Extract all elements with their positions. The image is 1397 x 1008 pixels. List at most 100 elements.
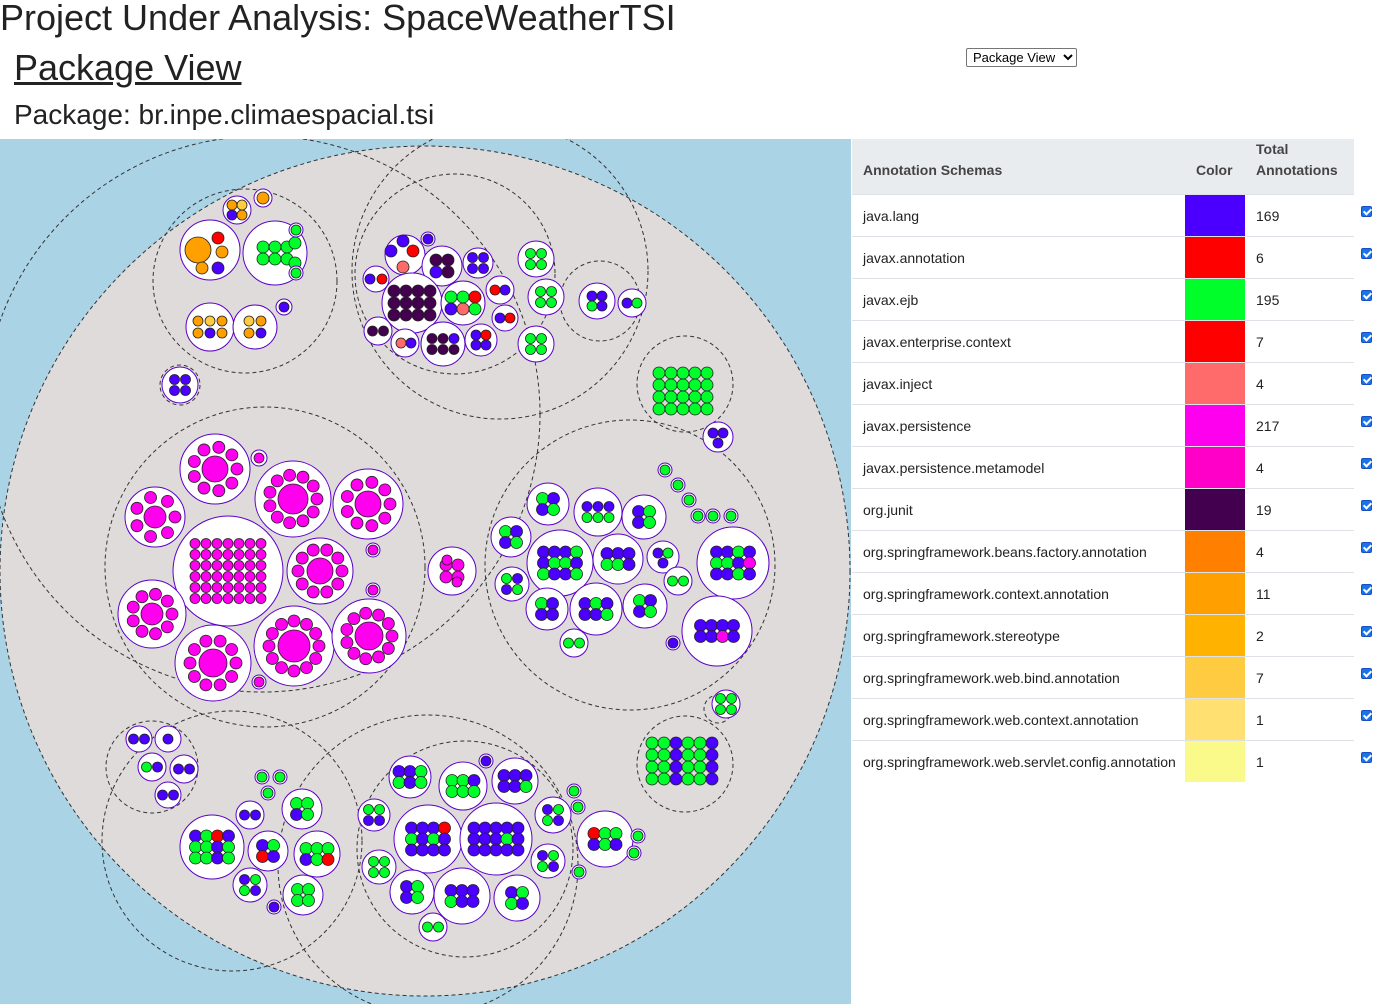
annotation-dot[interactable] (705, 748, 719, 762)
annotation-dot[interactable] (414, 776, 428, 789)
annotation-dot[interactable] (667, 575, 678, 587)
schema-visibility-checkbox[interactable] (1361, 626, 1372, 637)
annotation-dot[interactable] (141, 761, 152, 773)
annotation-dot[interactable] (574, 637, 585, 649)
annotation-dot[interactable] (396, 260, 410, 274)
annotation-dot[interactable] (499, 284, 511, 296)
annotation-dot[interactable] (222, 582, 234, 593)
annotation-dot[interactable] (299, 842, 313, 855)
annotation-dot[interactable] (403, 765, 417, 778)
annotation-dot[interactable] (438, 832, 451, 846)
annotation-dot[interactable] (693, 772, 707, 786)
annotation-dot[interactable] (161, 526, 174, 540)
annotation-dot[interactable] (657, 772, 671, 786)
annotation-dot[interactable] (652, 547, 664, 559)
annotation-dot[interactable] (350, 516, 364, 530)
annotation-dot[interactable] (306, 505, 320, 519)
annotation-dot[interactable] (726, 704, 737, 715)
schema-visibility-checkbox[interactable] (1361, 752, 1372, 763)
annotation-dot[interactable] (725, 510, 737, 522)
annotation-dot[interactable] (277, 629, 311, 663)
package-circle[interactable] (101, 710, 363, 972)
annotation-dot[interactable] (563, 637, 574, 649)
annotation-dot[interactable] (589, 608, 603, 621)
annotation-dot[interactable] (681, 748, 695, 762)
class-circle[interactable] (418, 912, 448, 942)
annotation-dot[interactable] (542, 804, 553, 815)
class-circle[interactable] (282, 874, 324, 916)
annotation-dot[interactable] (165, 607, 179, 621)
annotation-dot[interactable] (467, 832, 481, 846)
class-circle[interactable] (420, 321, 466, 367)
annotation-dot[interactable] (537, 556, 550, 570)
annotation-dot[interactable] (546, 297, 557, 308)
annotation-dot[interactable] (732, 545, 745, 559)
annotation-dot[interactable] (374, 804, 385, 815)
annotation-dot[interactable] (211, 851, 224, 865)
annotation-dot[interactable] (365, 475, 379, 489)
annotation-dot[interactable] (244, 560, 256, 571)
annotation-dot[interactable] (570, 567, 583, 581)
annotation-dot[interactable] (444, 302, 458, 316)
annotation-dot[interactable] (721, 545, 734, 559)
annotation-dot[interactable] (672, 479, 684, 491)
annotation-dot[interactable] (694, 630, 707, 643)
annotation-dot[interactable] (645, 772, 659, 786)
annotation-dot[interactable] (189, 829, 202, 843)
annotation-dot[interactable] (652, 402, 666, 416)
annotation-dot[interactable] (467, 252, 478, 263)
annotation-dot[interactable] (466, 895, 480, 908)
class-circle[interactable] (357, 798, 391, 832)
annotation-dot[interactable] (448, 333, 460, 344)
annotation-dot[interactable] (657, 736, 671, 750)
annotation-dot[interactable] (189, 840, 202, 854)
annotation-dot[interactable] (676, 378, 690, 392)
annotation-dot[interactable] (306, 585, 320, 599)
annotation-dot[interactable] (548, 567, 561, 581)
annotation-dot[interactable] (705, 772, 719, 786)
class-circle[interactable] (527, 278, 565, 316)
annotation-dot[interactable] (438, 821, 451, 835)
annotation-dot[interactable] (416, 832, 429, 846)
annotation-dot[interactable] (411, 880, 424, 893)
annotation-dot[interactable] (340, 636, 354, 649)
annotation-dot[interactable] (189, 851, 202, 865)
annotation-dot[interactable] (374, 815, 385, 826)
annotation-dot[interactable] (710, 545, 723, 559)
annotation-dot[interactable] (244, 582, 256, 593)
annotation-dot[interactable] (290, 224, 302, 236)
annotation-dot[interactable] (256, 252, 270, 266)
annotation-dot[interactable] (309, 627, 323, 640)
annotation-dot[interactable] (546, 608, 559, 621)
annotation-dot[interactable] (676, 402, 690, 416)
annotation-dot[interactable] (225, 448, 239, 462)
annotation-dot[interactable] (578, 608, 592, 621)
annotation-dot[interactable] (200, 582, 212, 593)
annotation-dot[interactable] (433, 921, 444, 933)
annotation-dot[interactable] (169, 385, 180, 396)
package-circle-root[interactable] (0, 145, 851, 997)
annotation-dot[interactable] (239, 885, 250, 896)
annotation-dot[interactable] (467, 774, 481, 787)
annotation-dot[interactable] (149, 587, 162, 601)
annotation-dot[interactable] (262, 787, 274, 799)
class-circle[interactable] (464, 323, 498, 357)
annotation-dot[interactable] (500, 843, 514, 857)
annotation-dot[interactable] (467, 821, 481, 835)
annotation-dot[interactable] (437, 333, 449, 344)
annotation-dot[interactable] (244, 549, 256, 560)
annotation-dot[interactable] (694, 619, 707, 632)
annotation-dot[interactable] (233, 538, 245, 549)
annotation-dot[interactable] (445, 785, 459, 798)
annotation-dot[interactable] (537, 545, 550, 559)
annotation-dot[interactable] (253, 452, 265, 464)
annotation-dot[interactable] (277, 483, 309, 515)
annotation-dot[interactable] (204, 315, 216, 327)
annotation-dot[interactable] (192, 315, 204, 327)
annotation-dot[interactable] (189, 549, 201, 560)
annotation-dot[interactable] (707, 427, 719, 439)
annotation-dot[interactable] (508, 780, 522, 793)
annotation-dot[interactable] (478, 263, 489, 274)
annotation-dot[interactable] (416, 843, 429, 857)
annotation-dot[interactable] (367, 584, 379, 596)
